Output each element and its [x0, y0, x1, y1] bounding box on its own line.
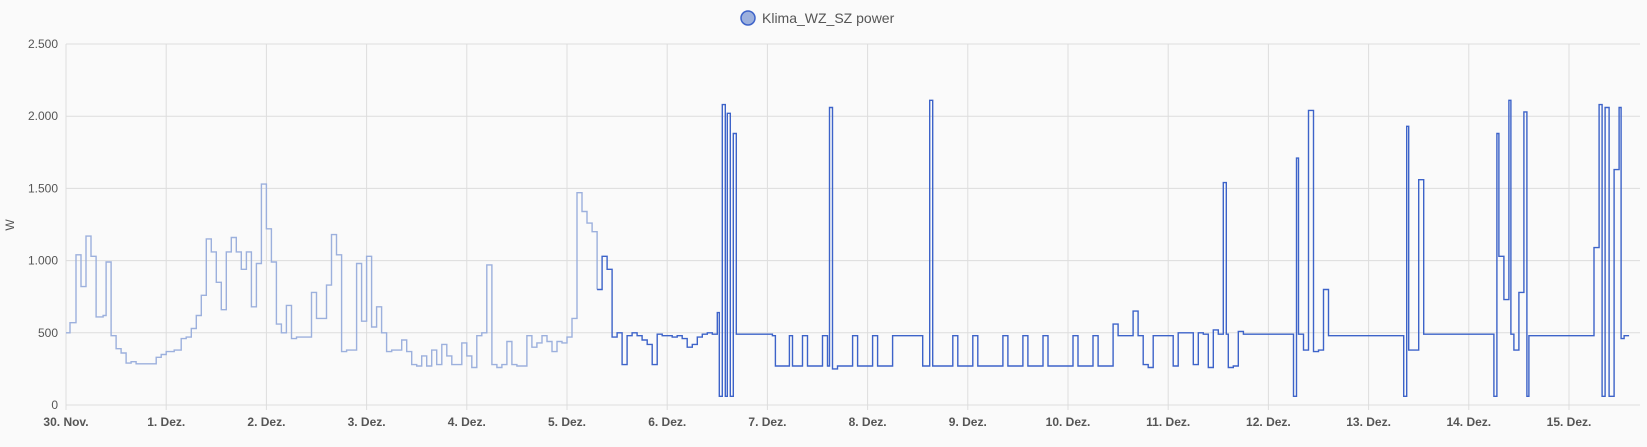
x-tick-label: 5. Dez. [548, 415, 586, 429]
x-tick-label: 6. Dez. [648, 415, 686, 429]
x-tick-label: 9. Dez. [949, 415, 987, 429]
x-tick-label: 12. Dez. [1246, 415, 1291, 429]
chart-grid [65, 43, 1640, 410]
series-group [66, 99, 1630, 397]
x-axis-ticks: 30. Nov. 1. Dez. 2. Dez. 3. Dez. 4. Dez. 5. D… [43, 415, 1591, 429]
series-line [597, 99, 1630, 397]
y-tick-label: 500 [38, 326, 58, 340]
y-axis-ticks: 0 500 1.000 1.500 2.000 2.500 [28, 37, 58, 412]
y-tick-label: 1.000 [28, 254, 58, 268]
x-tick-label: 11. Dez. [1146, 415, 1190, 429]
x-tick-label: 14. Dez. [1446, 415, 1491, 429]
x-tick-label: 15. Dez. [1547, 415, 1592, 429]
x-tick-label: 1. Dez. [147, 415, 185, 429]
x-tick-label: 4. Dez. [448, 415, 486, 429]
y-tick-label: 0 [51, 398, 58, 412]
x-tick-label: 8. Dez. [849, 415, 887, 429]
y-tick-label: 2.000 [28, 109, 58, 123]
y-tick-label: 2.500 [28, 37, 58, 51]
x-tick-label: 2. Dez. [247, 415, 285, 429]
x-tick-label: 30. Nov. [43, 415, 88, 429]
x-tick-label: 7. Dez. [748, 415, 786, 429]
legend-label[interactable]: Klima_WZ_SZ power [762, 10, 895, 26]
y-axis-label: W [3, 219, 17, 231]
x-tick-label: 3. Dez. [348, 415, 386, 429]
series-line-history [66, 183, 598, 369]
legend-marker[interactable] [740, 10, 756, 26]
legend[interactable]: Klima_WZ_SZ power [740, 10, 895, 26]
x-tick-label: 13. Dez. [1346, 415, 1391, 429]
y-tick-label: 1.500 [28, 181, 58, 195]
x-tick-label: 10. Dez. [1046, 415, 1091, 429]
